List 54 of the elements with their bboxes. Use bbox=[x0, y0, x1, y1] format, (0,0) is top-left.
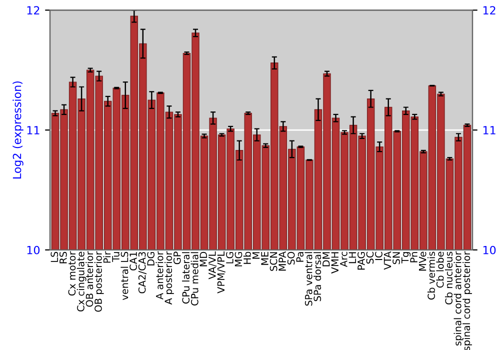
x-tick-label: Pir bbox=[103, 251, 111, 263]
x-tick-label: Cx motor bbox=[68, 251, 76, 296]
y2-tick-label: 10 bbox=[483, 246, 496, 254]
x-tick-label: Cb vermis bbox=[427, 252, 435, 300]
x-tick-label: SPa dorsal bbox=[314, 252, 322, 302]
x-tick-label: Arc bbox=[340, 252, 348, 267]
x-tick-label: VPM/VPL bbox=[217, 251, 226, 294]
x-tick-label: DG bbox=[147, 252, 154, 266]
x-tick-label: SC bbox=[366, 252, 374, 264]
x-tick-label: SO bbox=[287, 252, 295, 264]
x-tick-label: CPu medial bbox=[190, 252, 198, 306]
x-tick-label: LS bbox=[50, 252, 58, 262]
x-tick-label: VTA bbox=[384, 251, 392, 270]
x-tick-label: PAG bbox=[358, 252, 365, 270]
x-tick-label: A posterior bbox=[164, 251, 174, 305]
x-tick-label: VA/VL bbox=[208, 251, 217, 280]
x-tick-label: Pn bbox=[410, 252, 418, 262]
y-tick-label: 11 bbox=[27, 126, 40, 134]
x-tick-label: CPu lateral bbox=[182, 252, 190, 304]
x-tick-label: OB anterior bbox=[86, 251, 94, 307]
y2-tick-label: 11 bbox=[483, 126, 496, 134]
x-tick-label: DM bbox=[322, 252, 330, 266]
y-tick-label: 10 bbox=[27, 246, 40, 254]
x-tick-label: Tu bbox=[112, 252, 120, 262]
x-tick-label: OB posterior bbox=[94, 251, 104, 312]
y2-tick-label: 12 bbox=[483, 6, 496, 14]
x-tick-label: ME bbox=[261, 252, 268, 265]
x-tick-label: Pa bbox=[296, 252, 304, 262]
x-tick-label: LG bbox=[226, 252, 234, 264]
x-tick-label: IC bbox=[375, 252, 382, 260]
x-tick-label: CA1 bbox=[130, 252, 137, 270]
x-tick-label: MPA bbox=[278, 251, 286, 271]
x-tick-label: Cb lobe bbox=[436, 252, 444, 288]
x-tick-label: M bbox=[252, 252, 260, 259]
x-tick-label: A anterior bbox=[156, 251, 164, 300]
x-tick-label: MG bbox=[234, 252, 242, 266]
x-tick-label: spinal cord anterior bbox=[454, 251, 464, 346]
y-tick-label: 12 bbox=[27, 6, 40, 14]
x-tick-label: SCN bbox=[270, 252, 278, 271]
x-tick-label: VMH bbox=[331, 252, 338, 274]
x-tick-label: Cb nucleus bbox=[445, 252, 453, 304]
x-tick-label: Hb bbox=[243, 252, 251, 264]
x-tick-label: ventral LS bbox=[120, 252, 128, 300]
x-tick-label: Tg bbox=[401, 252, 411, 264]
x-tick-label: RS bbox=[59, 252, 67, 264]
y-axis-title: Log2 (expression) bbox=[12, 81, 24, 178]
x-tick-label: Cx cingulate bbox=[76, 252, 86, 312]
x-tick-label: SPa ventral bbox=[304, 252, 312, 306]
x-tick-label: CA2/CA3 bbox=[138, 252, 146, 294]
x-tick-label: LH bbox=[348, 252, 356, 264]
x-tick-label: MD bbox=[200, 252, 207, 266]
x-tick-label: GP bbox=[173, 252, 181, 264]
x-tick-label: SN bbox=[392, 252, 400, 264]
x-tick-label: MVe bbox=[419, 252, 426, 271]
